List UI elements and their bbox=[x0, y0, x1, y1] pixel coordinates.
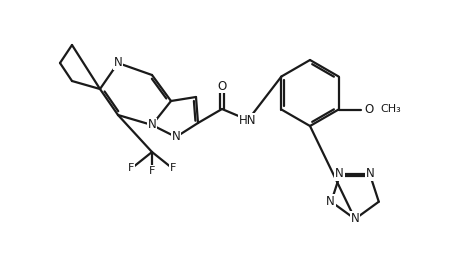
Text: N: N bbox=[114, 57, 123, 69]
Text: CH₃: CH₃ bbox=[380, 104, 401, 114]
Text: N: N bbox=[148, 119, 156, 132]
Text: N: N bbox=[326, 195, 335, 208]
Text: N: N bbox=[366, 167, 375, 180]
Text: N: N bbox=[335, 167, 344, 180]
Text: F: F bbox=[149, 166, 155, 176]
Text: F: F bbox=[170, 163, 176, 173]
Text: O: O bbox=[364, 103, 373, 116]
Text: N: N bbox=[350, 211, 360, 225]
Text: N: N bbox=[172, 131, 180, 144]
Text: O: O bbox=[217, 80, 227, 92]
Text: HN: HN bbox=[239, 113, 257, 126]
Text: F: F bbox=[128, 163, 134, 173]
